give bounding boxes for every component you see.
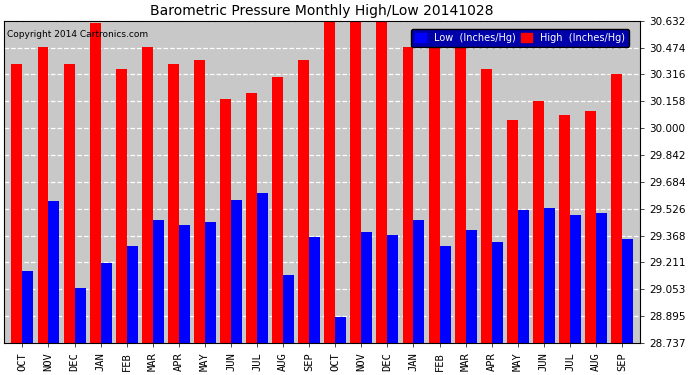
Bar: [402, 46, 413, 343]
Bar: [533, 101, 544, 343]
Bar: [257, 193, 268, 343]
Bar: [152, 220, 164, 343]
Bar: [220, 99, 231, 343]
Bar: [22, 271, 33, 343]
Bar: [492, 242, 502, 343]
Bar: [75, 288, 86, 343]
Bar: [481, 69, 492, 343]
Bar: [559, 115, 570, 343]
Bar: [544, 208, 555, 343]
Bar: [466, 230, 477, 343]
Bar: [622, 239, 633, 343]
Bar: [116, 69, 127, 343]
Bar: [518, 210, 529, 343]
Bar: [168, 64, 179, 343]
Bar: [12, 64, 22, 343]
Bar: [231, 200, 242, 343]
Bar: [440, 246, 451, 343]
Bar: [585, 111, 596, 343]
Bar: [246, 93, 257, 343]
Bar: [428, 46, 440, 343]
Title: Barometric Pressure Monthly High/Low 20141028: Barometric Pressure Monthly High/Low 201…: [150, 4, 494, 18]
Bar: [63, 64, 75, 343]
Bar: [351, 21, 362, 343]
Bar: [48, 201, 59, 343]
Bar: [596, 213, 607, 343]
Bar: [309, 237, 320, 343]
Bar: [611, 74, 622, 343]
Bar: [194, 60, 205, 343]
Bar: [205, 222, 216, 343]
Bar: [324, 21, 335, 343]
Bar: [101, 262, 112, 343]
Bar: [507, 120, 518, 343]
Bar: [90, 23, 101, 343]
Legend: Low  (Inches/Hg), High  (Inches/Hg): Low (Inches/Hg), High (Inches/Hg): [411, 29, 629, 46]
Bar: [127, 246, 137, 343]
Bar: [362, 232, 373, 343]
Bar: [37, 46, 48, 343]
Text: Copyright 2014 Cartronics.com: Copyright 2014 Cartronics.com: [8, 30, 148, 39]
Bar: [283, 274, 294, 343]
Bar: [179, 225, 190, 343]
Bar: [298, 60, 309, 343]
Bar: [272, 77, 283, 343]
Bar: [455, 48, 466, 343]
Bar: [142, 46, 152, 343]
Bar: [377, 21, 387, 343]
Bar: [387, 236, 398, 343]
Bar: [413, 220, 424, 343]
Bar: [570, 215, 581, 343]
Bar: [335, 317, 346, 343]
